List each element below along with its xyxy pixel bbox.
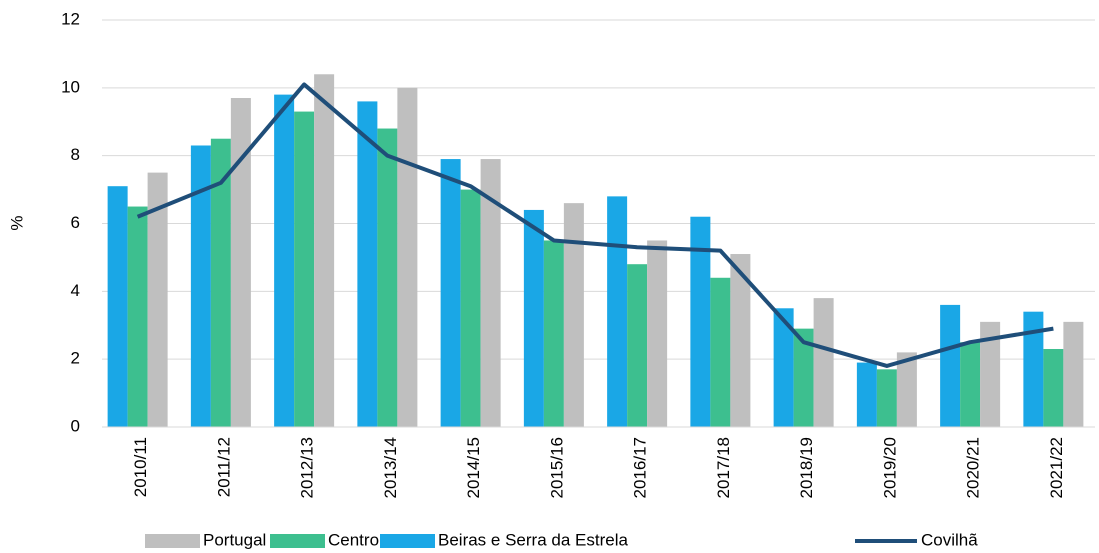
x-tick-label: 2020/21	[964, 437, 983, 498]
legend-label: Centro	[328, 530, 379, 549]
bar	[127, 206, 148, 427]
y-axis-label: %	[7, 215, 26, 230]
bar	[710, 277, 731, 427]
bar	[107, 186, 128, 427]
bar	[813, 298, 834, 427]
bar	[856, 362, 877, 427]
bar	[960, 342, 981, 427]
bar	[980, 321, 1001, 427]
x-tick-label: 2019/20	[880, 437, 899, 498]
x-tick-label: 2021/22	[1047, 437, 1066, 498]
legend-swatch	[270, 534, 325, 548]
bar	[773, 308, 794, 427]
bar	[793, 328, 814, 427]
bar	[896, 352, 917, 427]
y-tick-label: 12	[61, 9, 80, 28]
bar	[690, 216, 711, 427]
x-tick-label: 2014/15	[464, 437, 483, 498]
bar	[460, 189, 481, 427]
y-tick-label: 0	[71, 416, 80, 435]
legend-label: Portugal	[203, 530, 266, 549]
y-tick-label: 6	[71, 213, 80, 232]
x-tick-label: 2013/14	[381, 437, 400, 498]
bar	[627, 264, 648, 427]
bar	[523, 209, 544, 427]
bar	[563, 203, 584, 427]
bar	[1043, 348, 1064, 427]
bar	[876, 369, 897, 427]
bar	[940, 304, 961, 427]
x-tick-label: 2012/13	[298, 437, 317, 498]
bar	[230, 98, 251, 427]
legend-swatch	[145, 534, 200, 548]
bar	[147, 172, 168, 427]
bar	[440, 159, 461, 427]
bar	[480, 159, 501, 427]
bar	[1023, 311, 1044, 427]
bar	[190, 145, 211, 427]
x-tick-label: 2010/11	[131, 437, 150, 497]
bar	[647, 240, 668, 427]
y-tick-label: 2	[71, 349, 80, 368]
x-tick-label: 2016/17	[631, 437, 650, 498]
y-tick-label: 4	[71, 281, 80, 300]
legend-label: Covilhã	[921, 530, 978, 549]
legend-label: Beiras e Serra da Estrela	[438, 530, 628, 549]
bar	[294, 111, 315, 427]
y-tick-label: 8	[71, 145, 80, 164]
bar	[274, 94, 295, 427]
bar	[210, 138, 231, 428]
bar	[543, 240, 564, 427]
x-tick-label: 2018/19	[797, 437, 816, 498]
bar	[377, 128, 398, 428]
bar	[314, 74, 335, 428]
x-tick-label: 2015/16	[547, 437, 566, 498]
bar	[357, 101, 378, 428]
bar	[607, 196, 628, 427]
bar	[397, 87, 418, 427]
bar	[1063, 321, 1084, 427]
line	[136, 82, 1054, 368]
bar	[730, 254, 751, 427]
x-tick-label: 2017/18	[714, 437, 733, 498]
legend-swatch	[380, 534, 435, 548]
x-tick-label: 2011/12	[214, 437, 233, 497]
y-tick-label: 10	[61, 77, 80, 96]
